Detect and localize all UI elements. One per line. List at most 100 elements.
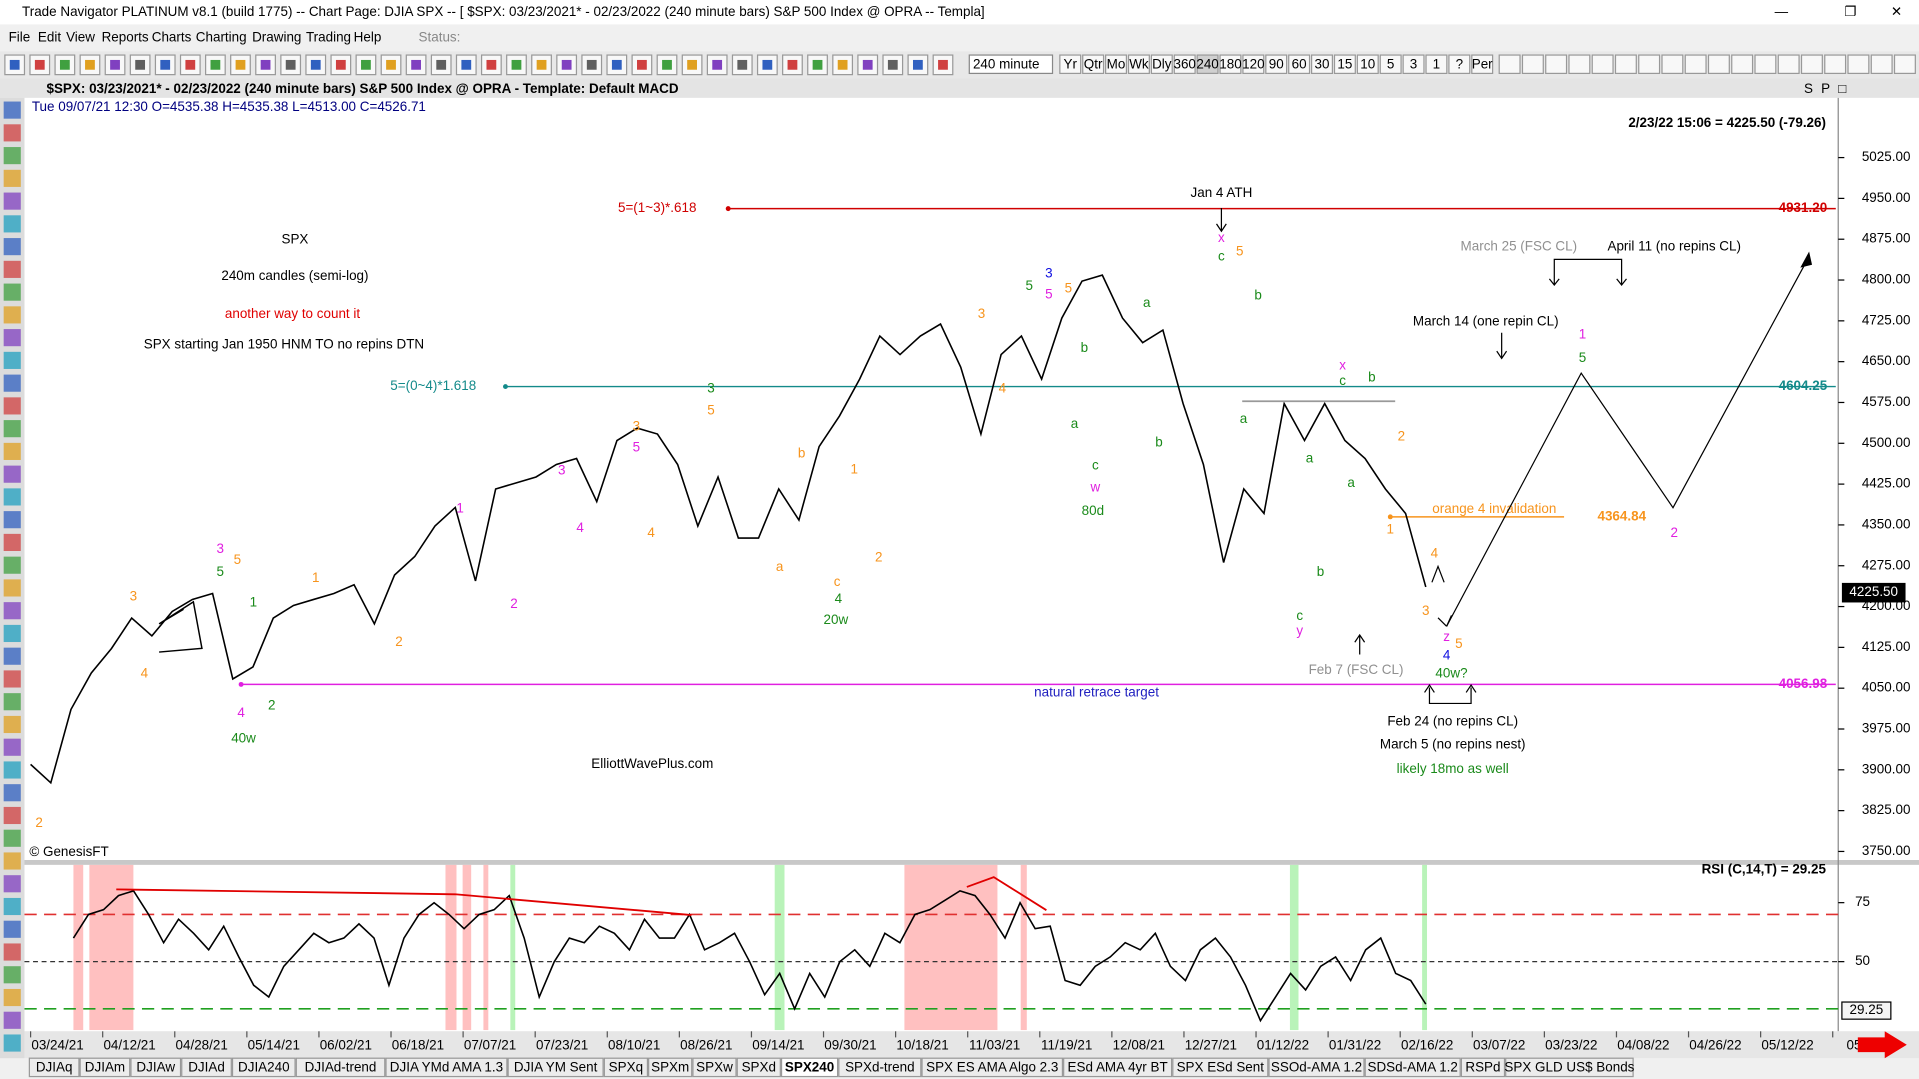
draw-tool[interactable]	[1707, 54, 1730, 75]
pane-button[interactable]: P	[1821, 81, 1830, 96]
tab[interactable]	[130, 1057, 182, 1078]
side-tool[interactable]	[3, 283, 21, 301]
period-button[interactable]	[1105, 54, 1128, 75]
side-tool[interactable]	[3, 943, 21, 961]
draw-tool[interactable]	[1498, 54, 1521, 75]
tab[interactable]	[838, 1057, 922, 1078]
draw-tool[interactable]	[1614, 54, 1637, 75]
draw-tool[interactable]	[1847, 54, 1870, 75]
side-tool[interactable]	[3, 966, 21, 984]
side-tool[interactable]	[3, 488, 21, 506]
side-tool[interactable]	[3, 761, 21, 779]
side-tool[interactable]	[3, 670, 21, 688]
side-tool[interactable]	[3, 329, 21, 347]
period-button[interactable]	[1059, 54, 1082, 75]
tab[interactable]	[921, 1057, 1064, 1078]
menu-item[interactable]: Trading	[306, 29, 351, 44]
menu-item[interactable]: Help	[354, 29, 382, 44]
side-tool[interactable]	[3, 988, 21, 1007]
side-tool[interactable]	[3, 875, 21, 893]
side-tool[interactable]	[3, 169, 21, 187]
close[interactable]: ✕	[1891, 4, 1902, 19]
draw-tool[interactable]	[1591, 54, 1614, 75]
side-tool[interactable]	[3, 101, 21, 119]
side-tool[interactable]	[3, 511, 21, 529]
tab[interactable]	[1063, 1057, 1173, 1078]
menu-item[interactable]: File	[9, 29, 31, 44]
tab[interactable]	[780, 1057, 839, 1078]
tab[interactable]	[603, 1057, 649, 1078]
tab[interactable]	[507, 1057, 604, 1078]
side-tool[interactable]	[3, 215, 21, 233]
side-tool[interactable]	[3, 351, 21, 369]
tab[interactable]	[79, 1057, 131, 1078]
side-tool[interactable]	[3, 784, 21, 802]
tab[interactable]	[692, 1057, 737, 1078]
period-button[interactable]	[1127, 54, 1150, 75]
draw-tool[interactable]	[1661, 54, 1684, 75]
draw-tool[interactable]	[1870, 54, 1893, 75]
pane-button[interactable]: □	[1838, 81, 1846, 96]
period-button[interactable]	[1265, 54, 1288, 75]
draw-tool[interactable]	[1777, 54, 1800, 75]
period-button[interactable]	[1150, 54, 1173, 75]
side-tool[interactable]	[3, 238, 21, 256]
tab[interactable]	[295, 1057, 386, 1078]
side-tool[interactable]	[3, 533, 21, 551]
side-tool[interactable]	[3, 192, 21, 210]
period-button[interactable]	[1242, 54, 1265, 75]
menu-item[interactable]: Edit	[38, 29, 61, 44]
side-tool[interactable]	[3, 738, 21, 756]
period-button[interactable]	[1082, 54, 1105, 75]
side-tool[interactable]	[3, 306, 21, 324]
side-tool[interactable]	[3, 806, 21, 825]
period-button[interactable]	[1356, 54, 1379, 75]
side-tool[interactable]	[3, 829, 21, 847]
pane-button[interactable]: S	[1804, 81, 1813, 96]
tab[interactable]	[1364, 1057, 1461, 1078]
side-tool[interactable]	[3, 624, 21, 643]
side-tool[interactable]	[3, 420, 21, 438]
tab[interactable]	[648, 1057, 693, 1078]
menu-item[interactable]: View	[66, 29, 95, 44]
period-button[interactable]	[1425, 54, 1448, 75]
restore[interactable]: ❐	[1844, 4, 1856, 19]
tab[interactable]	[385, 1057, 508, 1078]
period-button[interactable]	[1402, 54, 1425, 75]
side-tool[interactable]	[3, 374, 21, 392]
side-tool[interactable]	[3, 579, 21, 597]
draw-tool[interactable]	[1638, 54, 1661, 75]
tab[interactable]	[181, 1057, 232, 1078]
menu-item[interactable]: Reports	[102, 29, 149, 44]
tab[interactable]	[1268, 1057, 1365, 1078]
side-tool[interactable]	[3, 693, 21, 711]
period-button[interactable]	[1288, 54, 1311, 75]
draw-tool[interactable]	[1731, 54, 1754, 75]
period-button[interactable]	[1333, 54, 1356, 75]
period-button[interactable]	[1448, 54, 1471, 75]
menu-item[interactable]: Drawing	[252, 29, 301, 44]
side-tool[interactable]	[3, 397, 21, 415]
side-tool[interactable]	[3, 715, 21, 734]
side-tool[interactable]	[3, 465, 21, 483]
side-tool[interactable]	[3, 602, 21, 620]
period-button[interactable]	[1196, 54, 1219, 75]
tab[interactable]	[1460, 1057, 1506, 1078]
side-tool[interactable]	[3, 920, 21, 938]
side-tool[interactable]	[3, 260, 21, 278]
period-button[interactable]	[1379, 54, 1402, 75]
side-tool[interactable]	[3, 147, 21, 165]
period-button[interactable]	[1173, 54, 1196, 75]
tab[interactable]	[28, 1057, 80, 1078]
tab[interactable]	[1172, 1057, 1269, 1078]
period-button[interactable]	[1219, 54, 1242, 75]
side-tool[interactable]	[3, 897, 21, 916]
side-tool[interactable]	[3, 647, 21, 665]
tab[interactable]	[1505, 1057, 1634, 1078]
side-tool[interactable]	[3, 556, 21, 574]
menu-item[interactable]: Charting	[196, 29, 247, 44]
menu-item[interactable]: Charts	[152, 29, 192, 44]
minimize[interactable]: —	[1775, 4, 1789, 19]
tab[interactable]	[736, 1057, 781, 1078]
side-tool[interactable]	[3, 124, 21, 142]
